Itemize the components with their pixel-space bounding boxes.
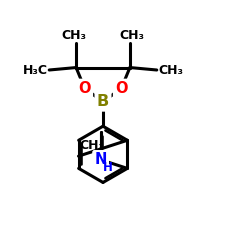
Text: B: B (97, 94, 109, 109)
Text: O: O (115, 81, 128, 96)
Text: O: O (78, 81, 91, 96)
Text: CH₃: CH₃ (120, 29, 145, 42)
Text: H₃C: H₃C (23, 64, 48, 76)
Text: CH₃: CH₃ (80, 139, 105, 152)
Text: N: N (94, 152, 107, 167)
Text: H: H (102, 160, 113, 173)
Text: CH₃: CH₃ (158, 64, 183, 76)
Text: CH₃: CH₃ (61, 29, 86, 42)
